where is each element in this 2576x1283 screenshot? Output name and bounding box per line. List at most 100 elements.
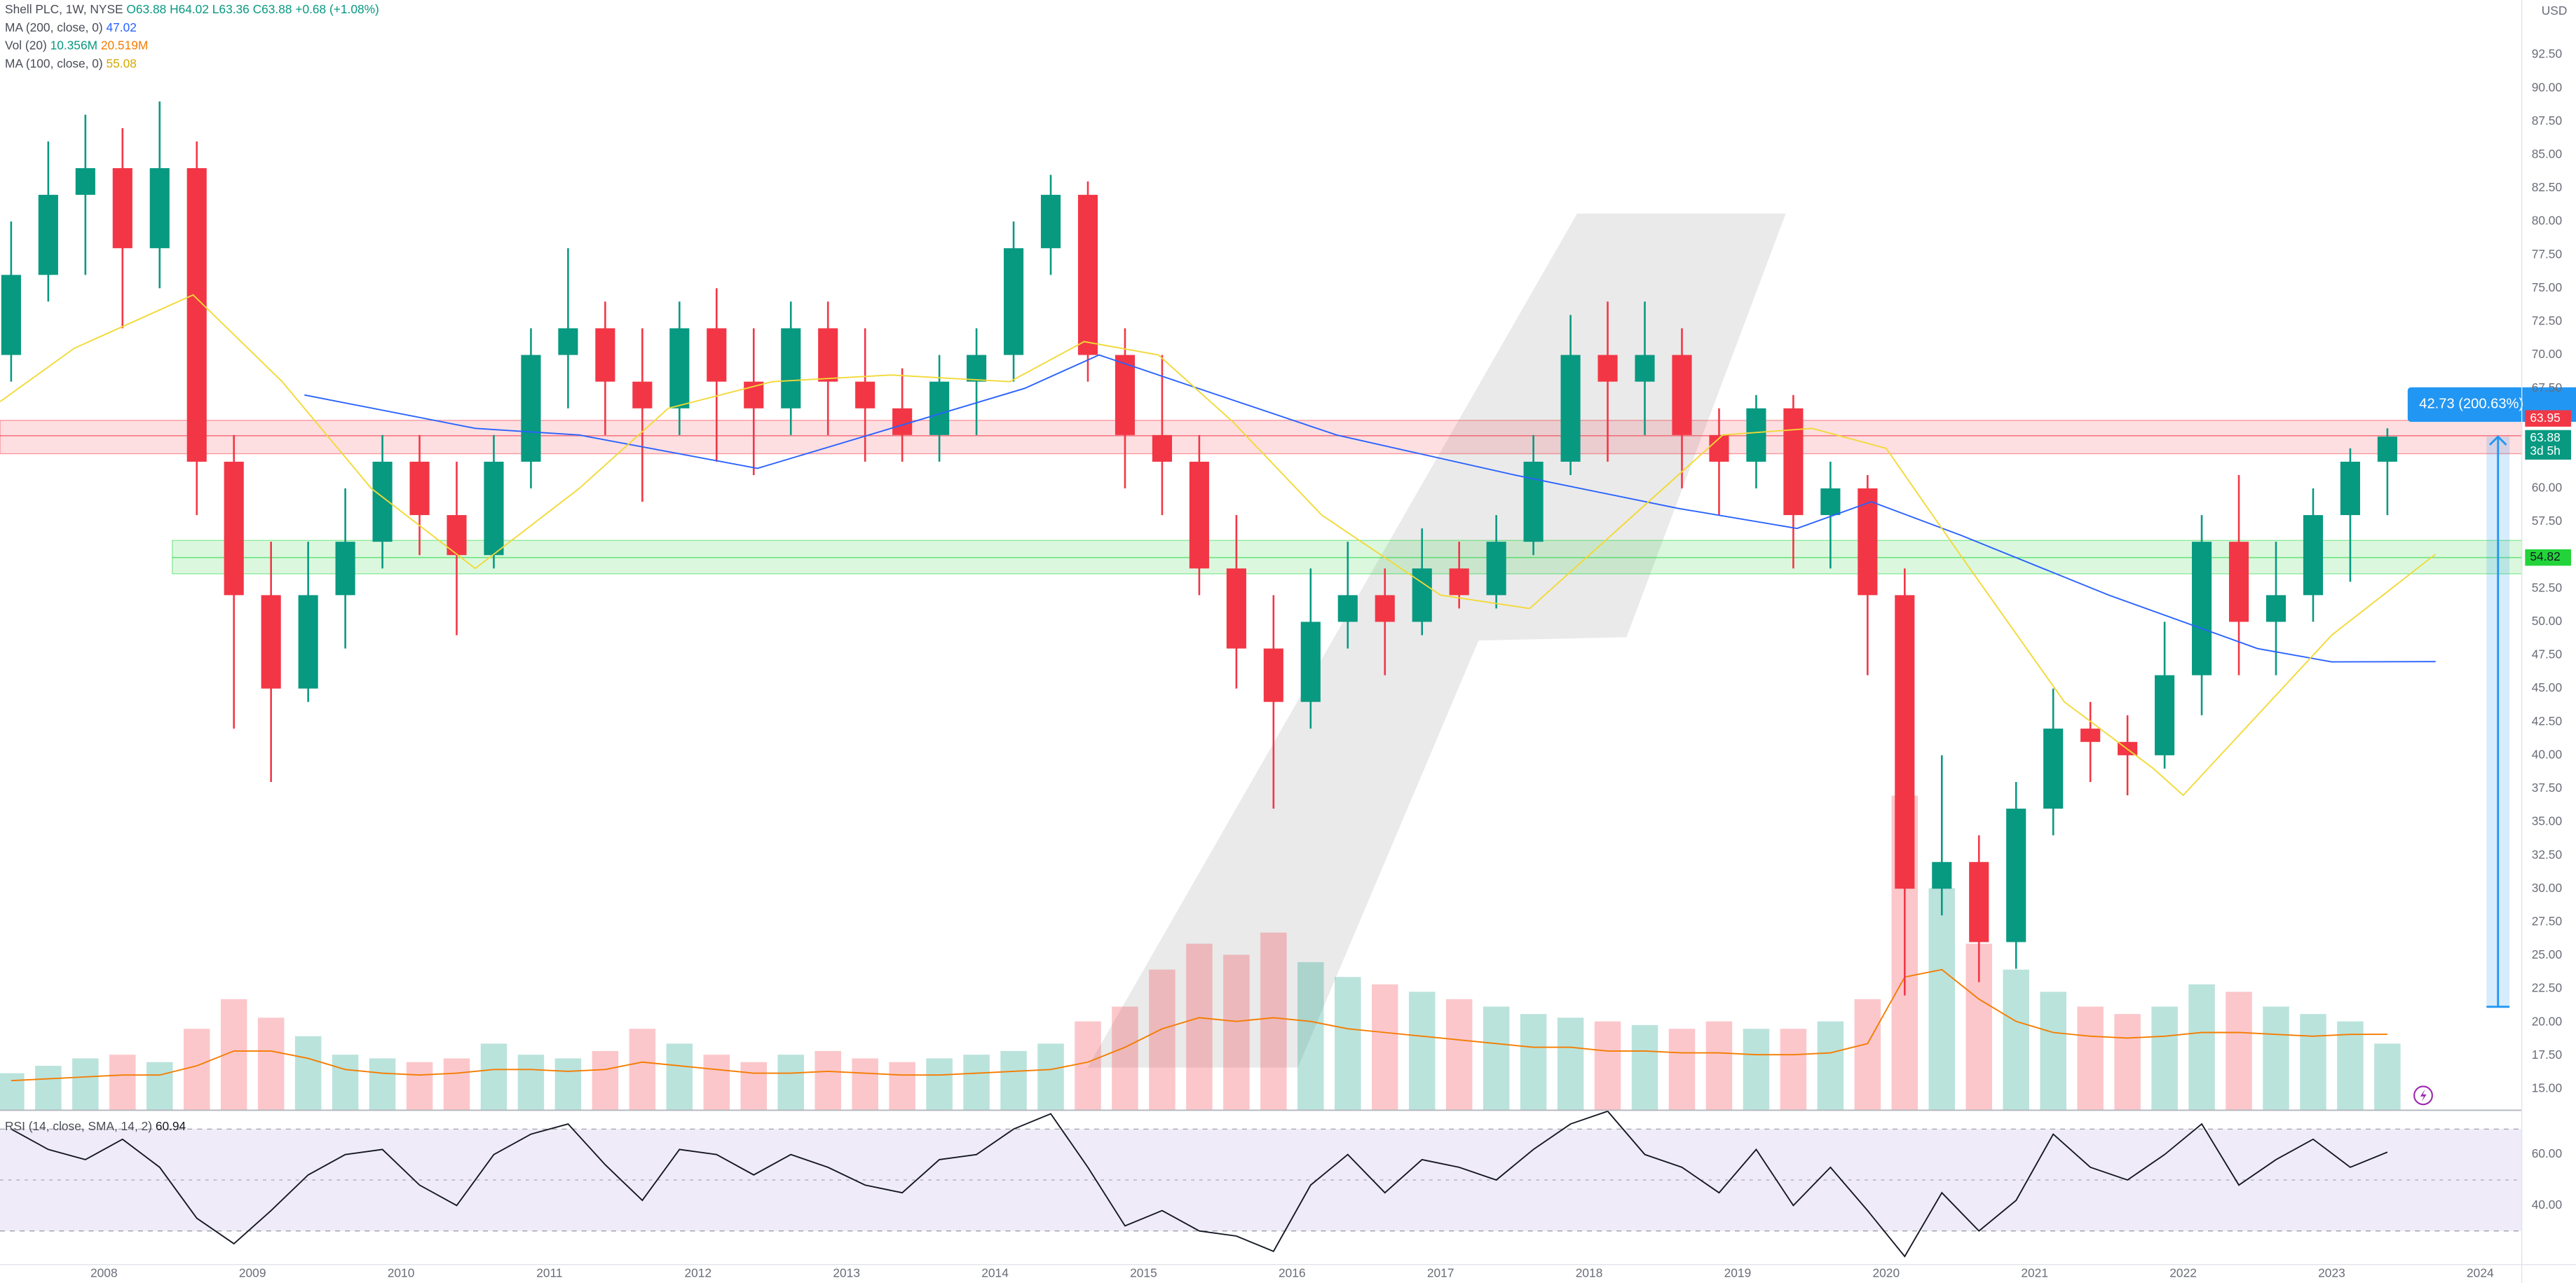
volume-bar (0, 1073, 25, 1111)
candle-body (2303, 515, 2324, 596)
rsi-value: 60.94 (156, 1118, 186, 1132)
volume-bar (554, 1058, 582, 1111)
candle-body (1189, 461, 1209, 569)
candle-body (818, 328, 838, 382)
ohlc-low: L63.36 (212, 2, 250, 16)
y-tick-label: 32.50 (2532, 847, 2562, 861)
volume-bar (963, 1055, 990, 1111)
volume-bar (1520, 1014, 1547, 1111)
candle-body (632, 381, 653, 409)
volume-ma-line (11, 968, 2387, 1082)
countdown-label: 3d 5h (2530, 444, 2560, 458)
candle-body (855, 381, 875, 409)
volume-bar (1594, 1021, 1621, 1111)
plot-area: 42.73 (200.63%) 40.00 60.00 15.00 17.50 20.00… (0, 47, 2576, 1279)
candle-body (224, 461, 244, 596)
candle-body (1226, 568, 1246, 649)
volume-bar (1743, 1029, 1770, 1111)
candle-body (1709, 434, 1729, 462)
x-tick-label: 2012 (685, 1265, 712, 1279)
candle-body (1783, 408, 1804, 516)
candle-body (1523, 461, 1543, 542)
y-tick-label: 40.00 (2532, 747, 2562, 761)
ohlc-open: O63.88 (126, 2, 166, 16)
y-tick-label: 17.50 (2532, 1048, 2562, 1062)
price-label-box (2525, 549, 2571, 566)
candle-body (744, 381, 764, 409)
x-tick-label: 2024 (2467, 1265, 2494, 1279)
candle-body (2265, 595, 2287, 622)
x-tick-label: 2010 (388, 1265, 415, 1279)
volume-bar (35, 1066, 62, 1111)
volume-bar (815, 1050, 841, 1111)
ohlc-change: +0.68 (+1.08%) (295, 2, 379, 16)
candle-body (929, 381, 950, 435)
price-label: 63.95 (2530, 411, 2560, 425)
volume-bar (2151, 1006, 2178, 1111)
y-tick-label: 57.50 (2532, 514, 2562, 528)
candle-body (2192, 542, 2212, 675)
x-tick-label: 2016 (1279, 1265, 1306, 1279)
candle-body (781, 328, 801, 409)
volume-bar (1631, 1024, 1658, 1111)
price-label: 54.82 (2530, 549, 2560, 563)
volume-bar (1817, 1021, 1844, 1111)
volume-bar (1408, 992, 1436, 1111)
volume-name: Vol (20) (5, 38, 47, 52)
y-tick-label: 82.50 (2532, 180, 2562, 194)
candle-body (892, 408, 913, 435)
candle-body (521, 355, 541, 462)
watermark-logo (1087, 213, 1786, 1068)
volume-bar (1037, 1043, 1064, 1111)
candle-body (669, 328, 690, 409)
measure-arrowhead (2489, 435, 2507, 446)
volume-bar (1112, 1006, 1138, 1111)
volume-bar (369, 1058, 396, 1111)
candle-body (1375, 595, 1395, 622)
y-tick-label: 37.50 (2532, 781, 2562, 795)
y-tick-label: 27.50 (2532, 914, 2562, 928)
legend: Shell PLC, 1W, NYSE O63.88 H64.02 L63.36… (5, 2, 2567, 1133)
candle-body (1486, 542, 1506, 596)
volume-bar (2226, 992, 2252, 1111)
y-tick-label: 52.50 (2532, 580, 2562, 594)
x-tick-label: 2017 (1427, 1265, 1454, 1279)
candle-body (2377, 437, 2397, 462)
y-tick-label: 50.00 (2532, 614, 2562, 628)
candle-body (558, 328, 578, 355)
x-tick-label: 2023 (2318, 1265, 2345, 1279)
volume-bar (2040, 992, 2066, 1111)
x-tick-label: 2014 (981, 1265, 1009, 1279)
y-tick-label: 92.50 (2532, 47, 2562, 61)
candle-body (1263, 648, 1283, 702)
volume-bar (889, 1062, 915, 1111)
y-tick-label: 87.50 (2532, 114, 2562, 128)
volume-bar (1854, 999, 1881, 1111)
volume-bar (1371, 984, 1398, 1111)
volume-bar (1075, 1021, 1101, 1111)
volume-bar (257, 1017, 285, 1111)
y-tick-label: 75.00 (2532, 280, 2562, 294)
ma100-value: 55.08 (107, 56, 137, 70)
y-tick-label: 67.50 (2532, 380, 2562, 394)
volume-bar (183, 1029, 210, 1111)
currency: USD (2542, 4, 2568, 18)
x-tick-label: 2018 (1576, 1265, 1603, 1279)
symbol-legend: Shell PLC, 1W, NYSE O63.88 H64.02 L63.36… (5, 2, 379, 16)
candle-body (261, 595, 281, 689)
candle-body (1337, 595, 1358, 622)
volume-bar (1483, 1006, 1510, 1111)
candle-body (1969, 862, 1989, 942)
volume-bar (2188, 984, 2215, 1111)
alert-icon[interactable] (2413, 1085, 2433, 1106)
volume-bar (777, 1055, 804, 1111)
candle-body (1449, 568, 1469, 596)
candle-body (38, 195, 58, 275)
alert-bolt[interactable] (2420, 1089, 2427, 1102)
volume-bar (1297, 962, 1324, 1111)
candle-body (1560, 355, 1581, 462)
candle-body (1077, 195, 1098, 355)
x-tick-label: 2009 (239, 1265, 266, 1279)
candle-body (1672, 355, 1692, 435)
